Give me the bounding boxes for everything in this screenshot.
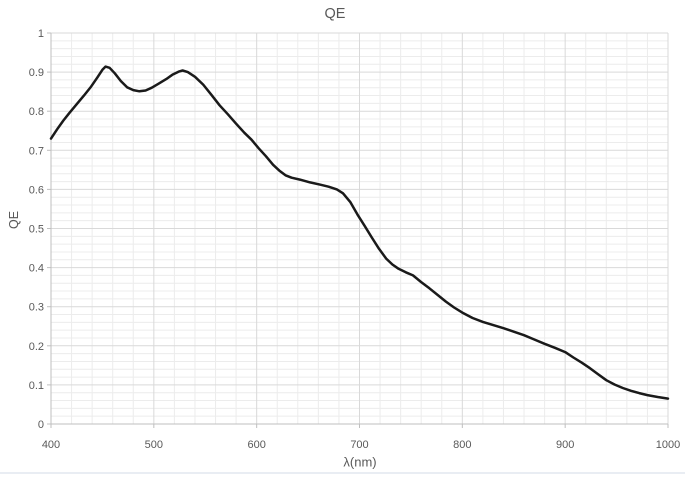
x-tick-label: 700 — [350, 439, 368, 451]
x-tick-label: 600 — [247, 439, 265, 451]
chart-title: QE — [324, 6, 346, 22]
x-tick-label: 500 — [145, 439, 163, 451]
x-tick-label: 900 — [556, 439, 574, 451]
y-tick-label: 0.8 — [29, 106, 44, 118]
chart-bottom-edge — [0, 472, 685, 474]
y-tick-label: 0.4 — [29, 263, 44, 275]
y-tick-label: 0 — [38, 419, 44, 431]
y-tick-label: 0.7 — [29, 145, 44, 157]
y-tick-label: 0.3 — [29, 302, 44, 314]
x-tick-label: 800 — [453, 439, 471, 451]
y-tick-label: 0.1 — [29, 380, 44, 392]
y-tick-label: 1 — [38, 28, 44, 40]
y-tick-label: 0.9 — [29, 67, 44, 79]
x-tick-label: 400 — [42, 439, 60, 451]
y-axis-title: QE — [7, 210, 21, 230]
x-tick-label: 1000 — [656, 439, 680, 451]
qe-curve — [49, 65, 670, 400]
x-axis-title: λ(nm) — [343, 454, 377, 470]
y-tick-label: 0.5 — [29, 224, 44, 236]
y-tick-label: 0.6 — [29, 184, 44, 196]
y-tick-label: 0.2 — [29, 341, 44, 353]
